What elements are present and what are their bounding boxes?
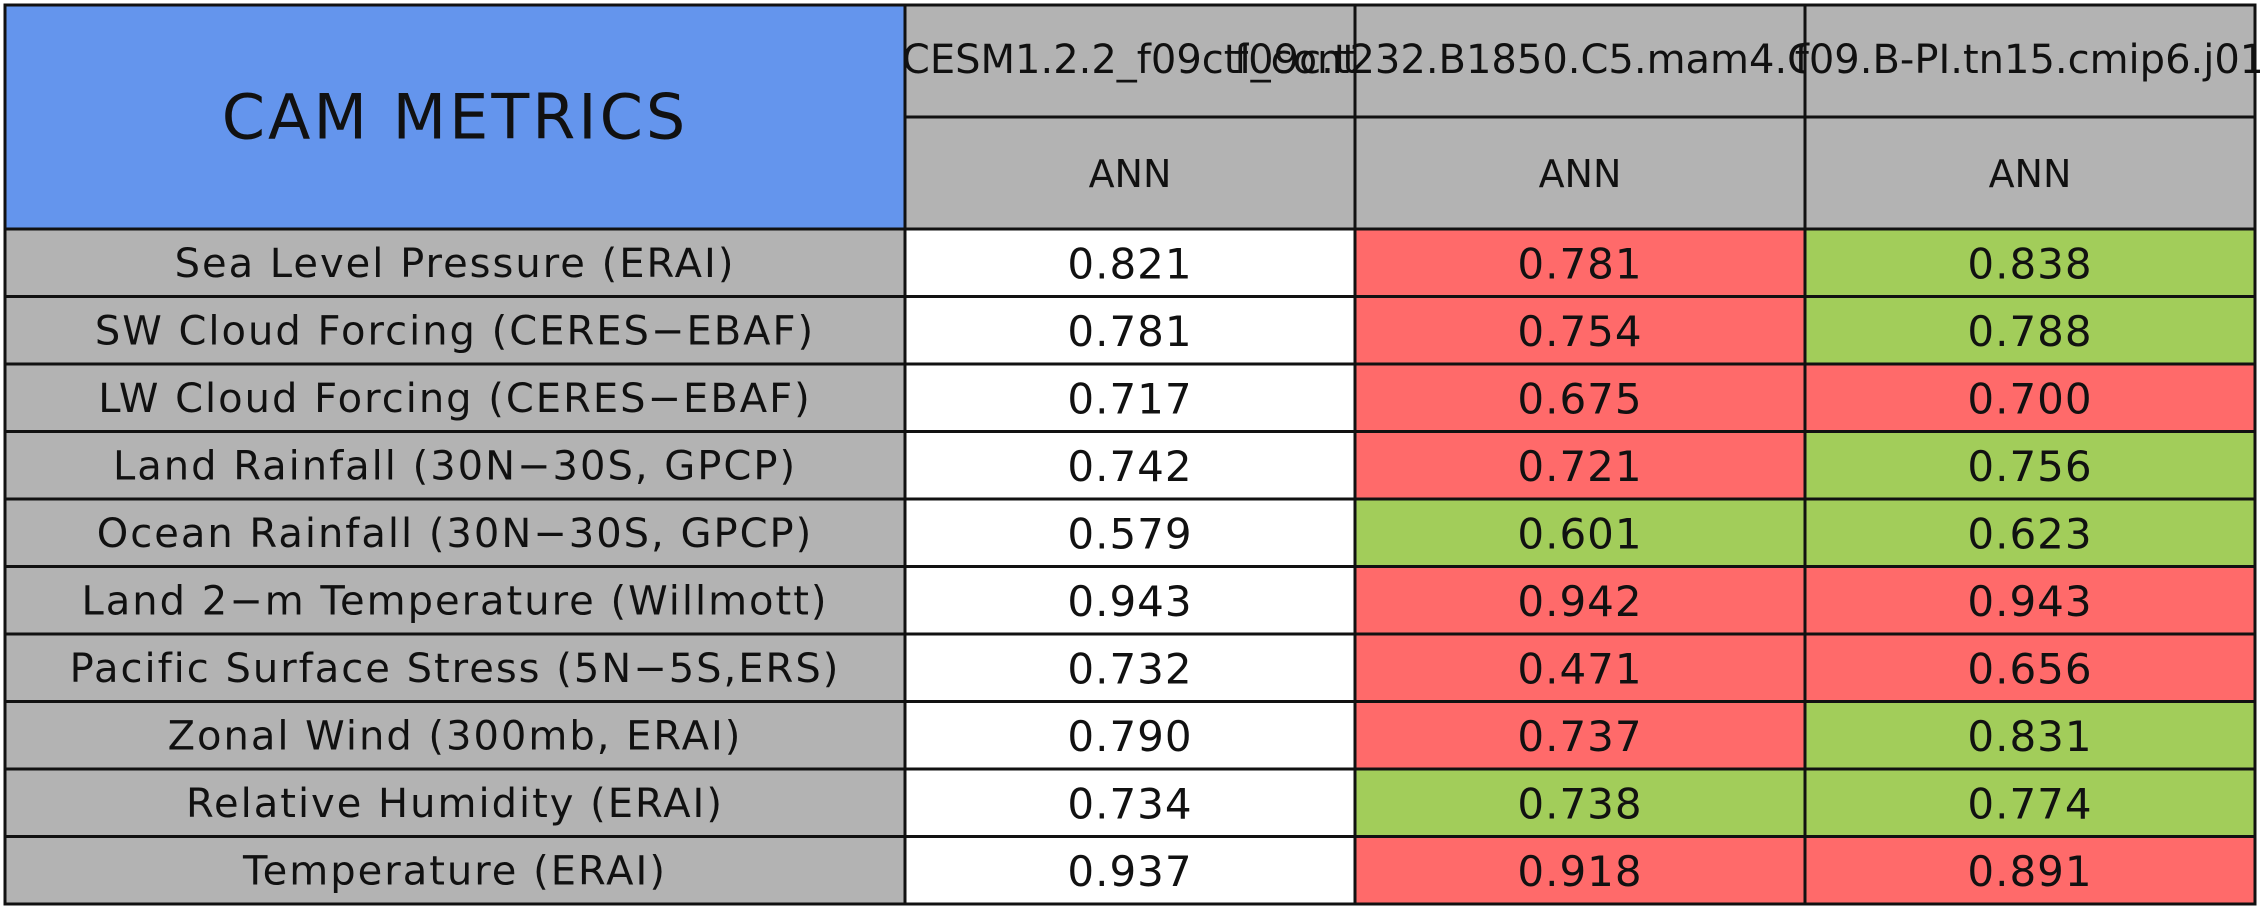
- metric-cell: [1355, 836, 1805, 904]
- metric-value: 0.891: [1967, 847, 2092, 896]
- metric-value: 0.675: [1517, 374, 1642, 423]
- metric-value: 0.623: [1967, 509, 2092, 558]
- metric-value: 0.754: [1517, 307, 1642, 356]
- row-label: Sea Level Pressure (ERAI): [175, 241, 736, 287]
- metric-cell: [1355, 364, 1805, 432]
- metric-value: 0.734: [1067, 779, 1192, 828]
- row-label: SW Cloud Forcing (CERES−EBAF): [95, 308, 815, 354]
- metric-value: 0.471: [1517, 644, 1642, 693]
- row-label: Land Rainfall (30N−30S, GPCP): [113, 443, 797, 489]
- metric-cell: [1805, 634, 2255, 702]
- metric-cell: [1805, 296, 2255, 364]
- metric-cell: [1355, 634, 1805, 702]
- metric-value: 0.738: [1517, 779, 1642, 828]
- column-season: ANN: [1539, 152, 1622, 196]
- metric-cell: [1805, 836, 2255, 904]
- metric-cell: [1805, 364, 2255, 432]
- metric-value: 0.774: [1967, 779, 2092, 828]
- metric-value: 0.831: [1967, 712, 2092, 761]
- metric-cell: [1355, 769, 1805, 837]
- metric-value: 0.700: [1967, 374, 2092, 423]
- metric-cell: [1355, 229, 1805, 297]
- metric-cell: [905, 229, 1355, 297]
- metric-value: 0.790: [1067, 712, 1192, 761]
- metric-value: 0.756: [1967, 442, 2092, 491]
- metric-value: 0.732: [1067, 644, 1192, 693]
- metric-cell: [905, 566, 1355, 634]
- row-label-cell: [5, 499, 905, 567]
- row-label-cell: [5, 566, 905, 634]
- metric-cell: [905, 364, 1355, 432]
- row-label-cell: [5, 769, 905, 837]
- metric-cell: [905, 431, 1355, 499]
- row-label: LW Cloud Forcing (CERES−EBAF): [98, 376, 812, 422]
- metric-value: 0.918: [1517, 847, 1642, 896]
- metric-value: 0.942: [1517, 577, 1642, 626]
- metric-value: 0.717: [1067, 374, 1192, 423]
- row-label-cell: [5, 431, 905, 499]
- metric-value: 0.579: [1067, 509, 1192, 558]
- row-label-cell: [5, 701, 905, 769]
- metric-value: 0.821: [1067, 239, 1192, 288]
- metric-cell: [905, 836, 1355, 904]
- column-case-name: CESM1.2.2_f09ctl_cont: [902, 37, 1358, 83]
- metric-value: 0.937: [1067, 847, 1192, 896]
- row-label: Land 2−m Temperature (Willmott): [81, 578, 828, 624]
- table-border: [3, 3, 2257, 906]
- metric-cell: [905, 769, 1355, 837]
- column-season: ANN: [1989, 152, 2072, 196]
- row-label: Relative Humidity (ERAI): [186, 781, 724, 827]
- metric-cell: [1805, 431, 2255, 499]
- row-label-cell: [5, 364, 905, 432]
- title-cell: [5, 5, 905, 229]
- row-label: Pacific Surface Stress (5N−5S,ERS): [70, 646, 841, 692]
- row-label-cell: [5, 634, 905, 702]
- metric-cell: [905, 634, 1355, 702]
- metric-value: 0.656: [1967, 644, 2092, 693]
- metric-value: 0.742: [1067, 442, 1192, 491]
- metric-cell: [1805, 566, 2255, 634]
- metric-value: 0.943: [1067, 577, 1192, 626]
- metric-value: 0.788: [1967, 307, 2092, 356]
- metric-cell: [1805, 701, 2255, 769]
- metric-cell: [905, 499, 1355, 567]
- metric-cell: [1805, 499, 2255, 567]
- metric-value: 0.943: [1967, 577, 2092, 626]
- row-label: Zonal Wind (300mb, ERAI): [168, 713, 743, 759]
- metric-cell: [1355, 499, 1805, 567]
- row-label-cell: [5, 296, 905, 364]
- metric-cell: [1355, 431, 1805, 499]
- metric-cell: [905, 296, 1355, 364]
- metric-value: 0.781: [1517, 239, 1642, 288]
- row-label-cell: [5, 229, 905, 297]
- column-season: ANN: [1089, 152, 1172, 196]
- row-label: Temperature (ERAI): [242, 848, 667, 894]
- metric-value: 0.721: [1517, 442, 1642, 491]
- metric-cell: [1355, 701, 1805, 769]
- metric-value: 0.601: [1517, 509, 1642, 558]
- metric-value: 0.737: [1517, 712, 1642, 761]
- metric-cell: [1355, 296, 1805, 364]
- metric-cell: [1355, 566, 1805, 634]
- row-label: Ocean Rainfall (30N−30S, GPCP): [97, 511, 814, 557]
- metric-value: 0.838: [1967, 239, 2092, 288]
- metric-cell: [905, 701, 1355, 769]
- column-case-name: f09.B-PI.tn15.cmip6.j01: [1795, 37, 2260, 83]
- metric-cell: [1805, 229, 2255, 297]
- metric-cell: [1805, 769, 2255, 837]
- row-label-cell: [5, 836, 905, 904]
- metric-value: 0.781: [1067, 307, 1192, 356]
- table-title: CAM METRICS: [222, 81, 688, 154]
